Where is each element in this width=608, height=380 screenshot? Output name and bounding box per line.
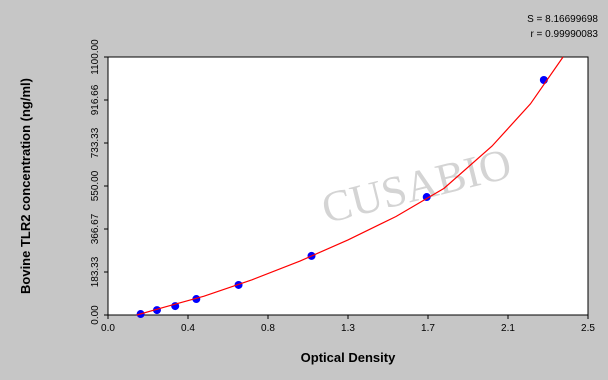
y-tick-label: 916.66 <box>90 84 101 115</box>
plot-area <box>107 56 589 316</box>
x-axis-label: Optical Density <box>301 350 396 365</box>
y-tick-label: 1100.00 <box>90 39 101 75</box>
x-tick-label: 1.7 <box>421 323 435 334</box>
fit-curve <box>136 56 564 316</box>
x-tick-label: 1.3 <box>341 323 355 334</box>
y-tick-label: 366.67 <box>90 213 101 244</box>
annotation: S = 8.16699698 <box>527 14 598 25</box>
y-tick-label: 550.00 <box>90 170 101 201</box>
y-tick-label: 733.33 <box>90 127 101 158</box>
x-tick-label: 2.1 <box>501 323 515 334</box>
x-tick-label: 0.0 <box>101 323 115 334</box>
y-tick-label: 183.33 <box>90 256 101 287</box>
x-tick-label: 0.8 <box>261 323 275 334</box>
x-tick-label: 2.5 <box>581 323 595 334</box>
y-tick-label: 0.00 <box>90 305 101 325</box>
x-tick-label: 0.4 <box>181 323 195 334</box>
y-axis-label: Bovine TLR2 concentration (ng/ml) <box>18 78 33 294</box>
data-point <box>192 295 201 304</box>
annotation: r = 0.99990083 <box>530 29 598 40</box>
